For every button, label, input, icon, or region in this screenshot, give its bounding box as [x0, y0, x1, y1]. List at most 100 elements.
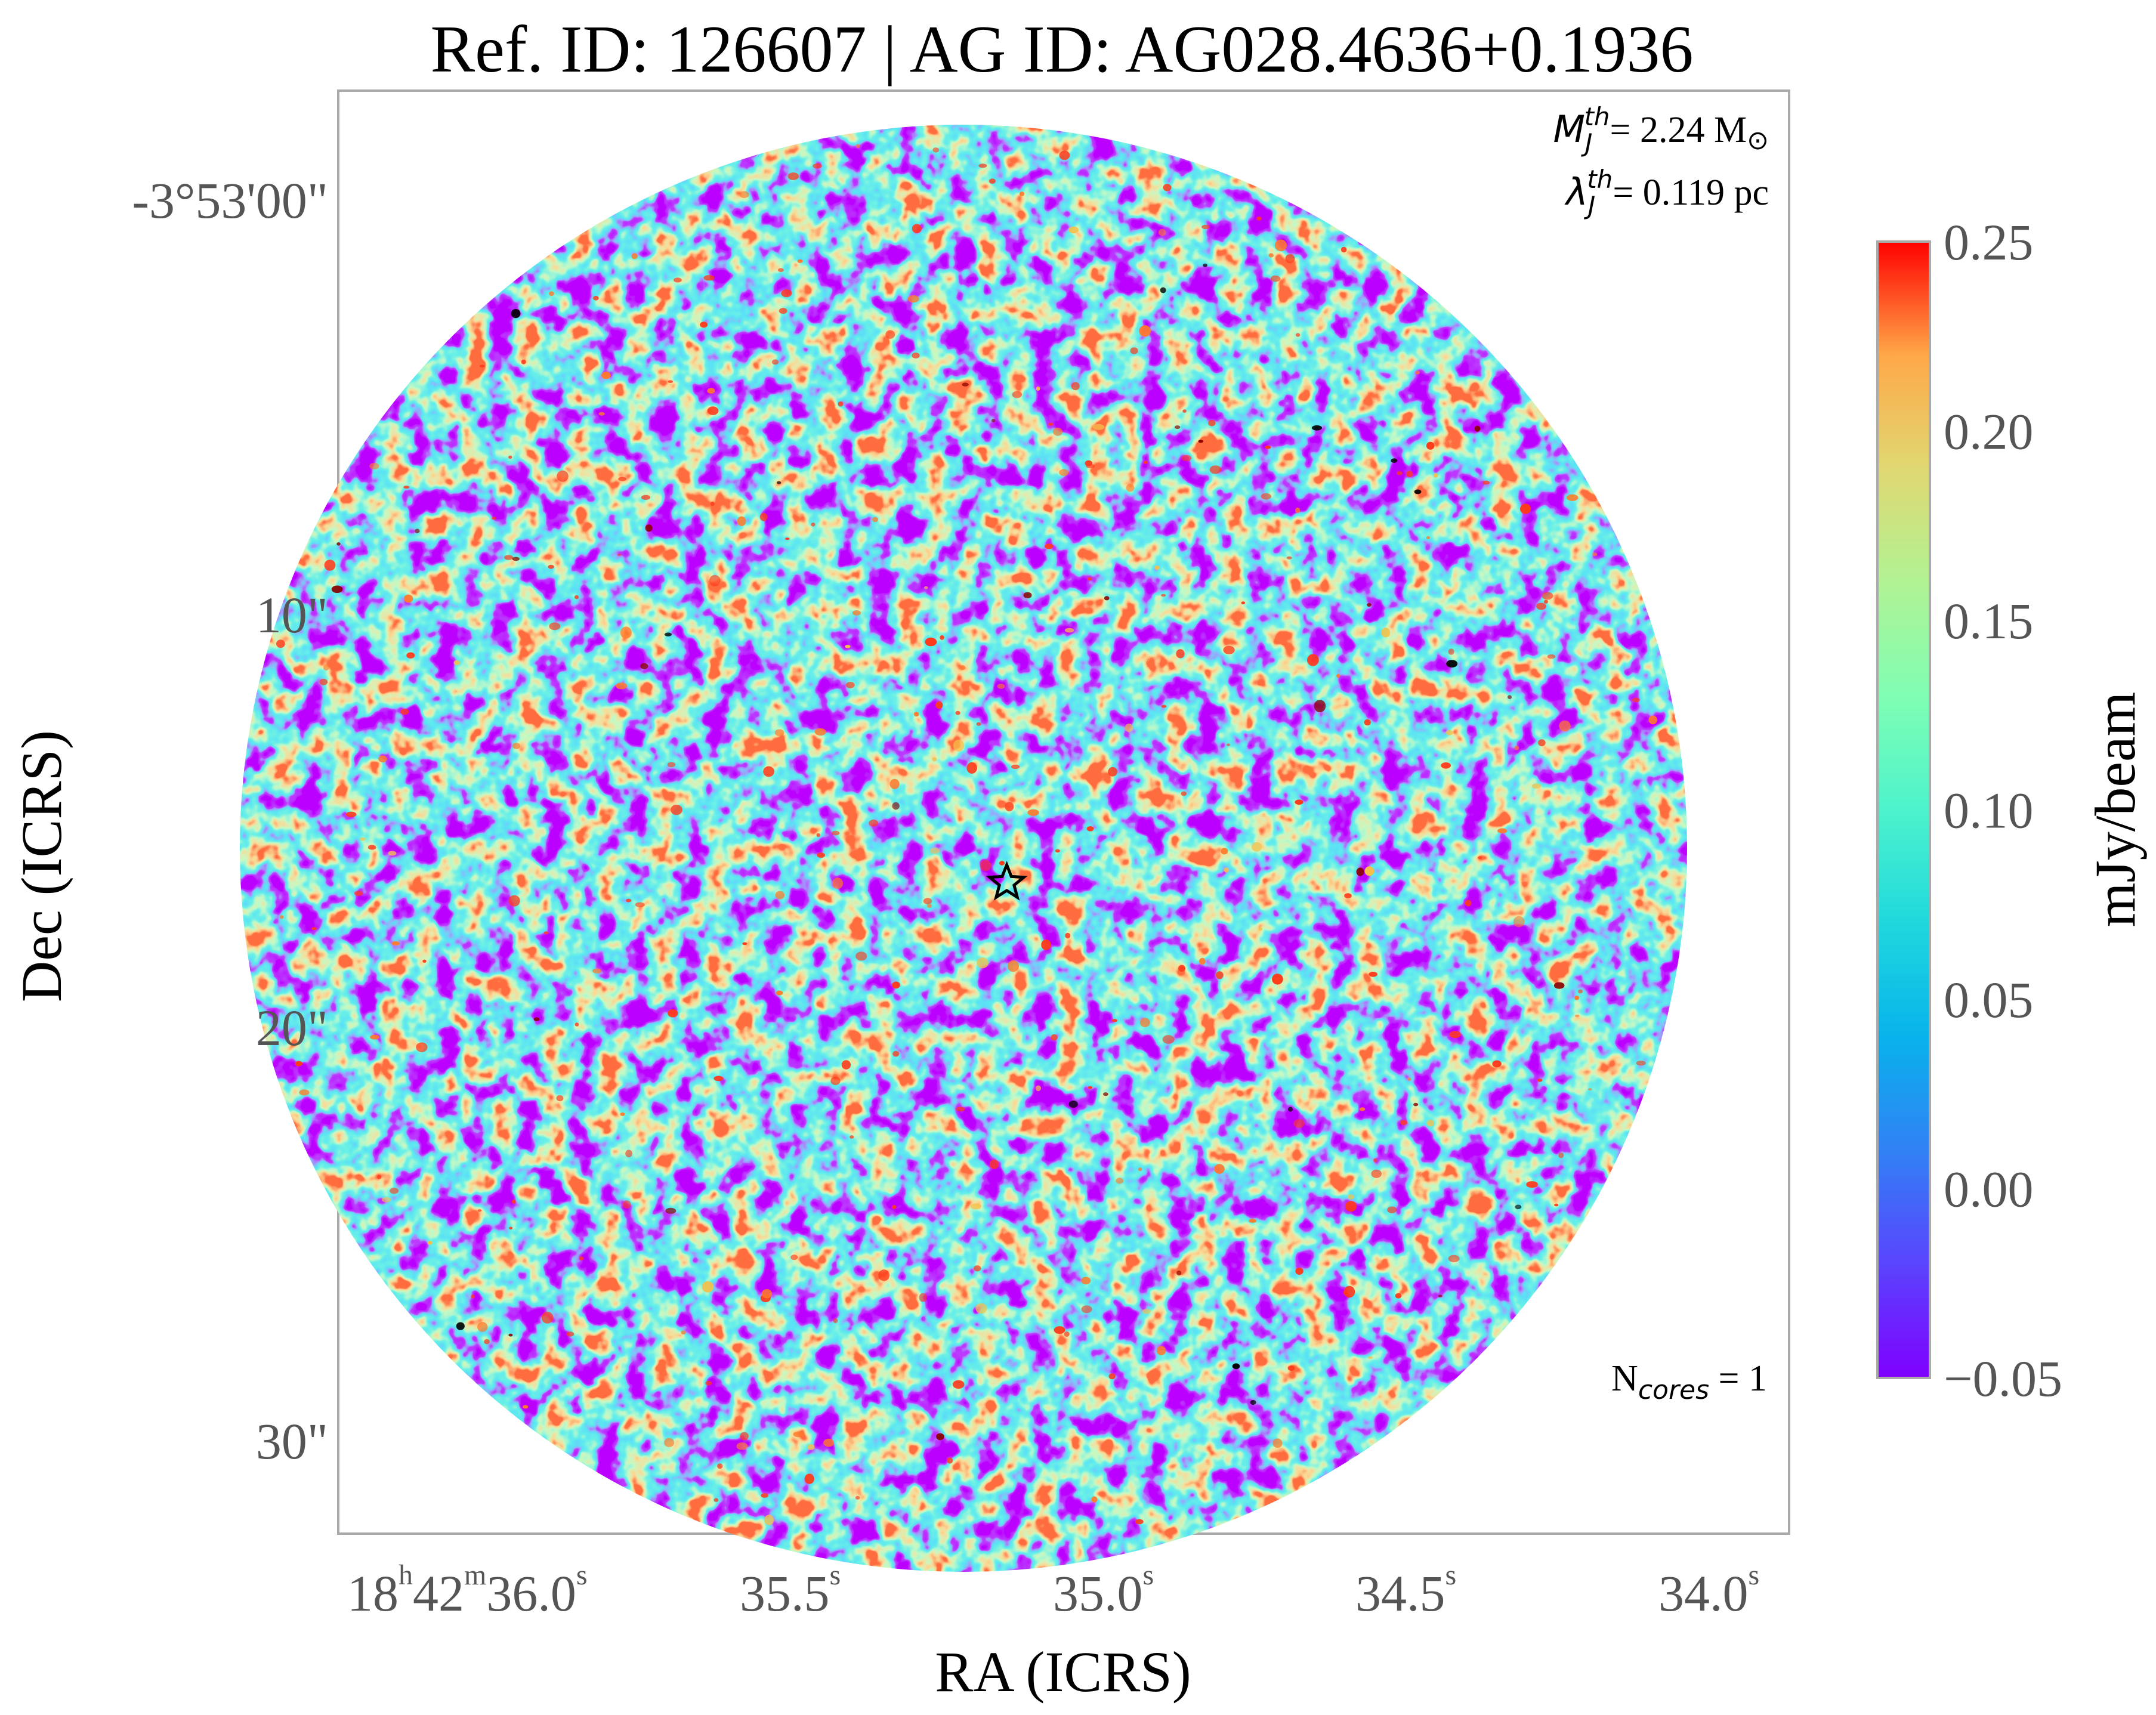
- colorbar: 0.25 0.20 0.15 0.10 0.05 0.00 −0.05 mJy/beam: [1876, 214, 2147, 1407]
- emission-speck: [781, 289, 792, 298]
- emission-speck: [850, 1135, 854, 1139]
- emission-speck: [360, 837, 366, 841]
- x-axis-label: RA (ICRS): [935, 1640, 1191, 1704]
- emission-speck: [512, 1200, 516, 1204]
- emission-speck: [1632, 697, 1640, 703]
- emission-speck: [388, 851, 397, 856]
- emission-speck: [1287, 1107, 1293, 1112]
- emission-speck: [761, 1289, 773, 1299]
- emission-speck: [1367, 1356, 1373, 1359]
- emission-speck: [1011, 764, 1020, 770]
- emission-speck: [664, 1438, 674, 1447]
- emission-speck: [549, 622, 561, 631]
- emission-speck: [1426, 536, 1431, 540]
- emission-speck: [1482, 480, 1490, 485]
- emission-speck: [1406, 471, 1413, 477]
- colorbar-tick-label: −0.05: [1944, 1350, 2062, 1407]
- emission-speck: [1019, 191, 1025, 196]
- emission-speck: [1356, 867, 1364, 876]
- emission-speck: [668, 1009, 678, 1018]
- colorbar-gradient: [1876, 240, 1931, 1379]
- x-tick-minutes: 42: [413, 1565, 464, 1622]
- emission-speck: [1086, 463, 1095, 468]
- emission-speck: [710, 501, 715, 506]
- emission-speck: [667, 762, 676, 768]
- emission-speck: [391, 941, 400, 945]
- emission-speck: [763, 766, 774, 777]
- emission-speck: [1340, 246, 1347, 253]
- emission-speck: [991, 419, 996, 423]
- emission-speck: [1448, 648, 1454, 655]
- emission-speck: [1163, 184, 1172, 191]
- emission-speck: [323, 665, 329, 671]
- emission-speck: [855, 1495, 860, 1500]
- emission-speck: [761, 1493, 768, 1498]
- emission-speck: [855, 951, 867, 961]
- emission-speck: [833, 1318, 838, 1324]
- emission-speck: [923, 898, 932, 904]
- emission-speck: [1227, 743, 1230, 746]
- emission-speck: [989, 178, 996, 184]
- emission-speck: [955, 710, 960, 715]
- emission-speck: [1064, 1331, 1070, 1337]
- emission-speck: [1045, 543, 1054, 549]
- emission-speck: [742, 942, 748, 945]
- emission-speck: [1433, 473, 1438, 478]
- emission-speck: [1515, 1204, 1522, 1210]
- emission-speck: [764, 1515, 774, 1525]
- emission-speck: [889, 778, 900, 789]
- emission-speck: [1223, 645, 1235, 654]
- emission-speck: [1059, 469, 1069, 476]
- emission-speck: [668, 380, 674, 383]
- emission-speck: [740, 1432, 749, 1441]
- emission-speck: [1287, 1365, 1295, 1371]
- emission-speck: [1542, 592, 1553, 600]
- y-tick-label: 30": [256, 1413, 328, 1470]
- emission-speck: [378, 755, 387, 762]
- x-tick-seconds: 35.0: [1053, 1565, 1143, 1622]
- emission-speck: [1216, 1013, 1222, 1016]
- emission-speck: [736, 1442, 748, 1450]
- emission-speck: [709, 574, 721, 587]
- emission-speck: [927, 904, 932, 908]
- emission-speck: [932, 757, 937, 762]
- emission-speck: [1176, 649, 1185, 659]
- emission-speck: [574, 1022, 579, 1027]
- emission-speck: [1108, 1373, 1116, 1380]
- emission-speck: [1400, 1120, 1407, 1126]
- emission-speck: [1252, 842, 1262, 852]
- emission-speck: [1559, 720, 1571, 732]
- emission-speck: [907, 295, 919, 303]
- emission-speck: [556, 1095, 564, 1102]
- emission-speck: [1160, 287, 1166, 293]
- emission-speck: [295, 1061, 302, 1067]
- emission-speck: [1387, 1206, 1397, 1213]
- emission-speck: [512, 557, 520, 561]
- emission-speck: [739, 191, 749, 199]
- emission-speck: [999, 861, 1005, 866]
- emission-speck: [1441, 762, 1451, 769]
- emission-speck: [508, 895, 520, 907]
- emission-speck: [1092, 424, 1105, 430]
- y-axis-label: Dec (ICRS): [10, 730, 73, 1002]
- emission-speck: [480, 364, 485, 367]
- emission-speck: [1036, 386, 1040, 391]
- emission-speck: [804, 1473, 814, 1484]
- emission-speck: [1162, 1035, 1175, 1044]
- length-sup: th: [1587, 165, 1613, 194]
- jeans-mass-annotation: MJth= 2.24 M⊙: [1553, 102, 1769, 157]
- emission-speck: [932, 147, 940, 153]
- emission-speck: [785, 537, 790, 540]
- emission-speck: [1041, 940, 1051, 950]
- emission-speck: [1250, 1399, 1256, 1405]
- emission-speck: [759, 512, 768, 521]
- emission-speck: [1209, 465, 1222, 474]
- emission-speck: [997, 684, 1005, 689]
- emission-speck: [311, 927, 317, 931]
- emission-speck: [1268, 253, 1274, 258]
- emission-speck: [793, 1431, 804, 1438]
- emission-speck: [1407, 1077, 1411, 1081]
- emission-speck: [367, 845, 376, 850]
- emission-speck: [970, 1203, 982, 1210]
- emission-speck: [912, 224, 922, 233]
